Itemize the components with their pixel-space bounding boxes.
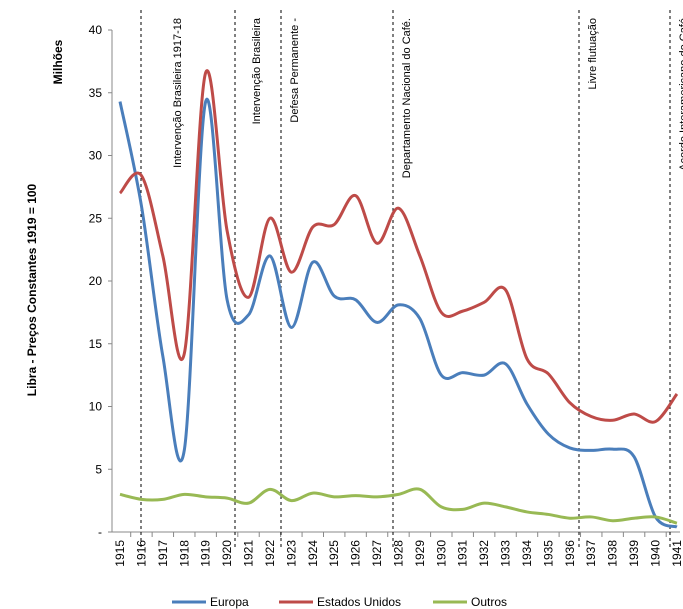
y-axis-title: Libra - Preços Constantes 1919 = 100 (25, 183, 39, 396)
x-tick-label: 1932 (477, 540, 491, 567)
legend-label: Europa (210, 595, 249, 609)
annotation: Livre flutuação (587, 18, 599, 90)
x-tick-label: 1938 (606, 540, 620, 567)
x-tick-label: 1933 (499, 540, 513, 567)
y-tick-label: 5 (95, 462, 102, 476)
y-tick-label: 15 (89, 337, 103, 351)
annotation: Departamento Nacional do Café. (401, 18, 413, 178)
x-tick-label: 1926 (349, 540, 363, 567)
y-tick-label: 40 (89, 23, 103, 37)
x-tick-label: 1927 (370, 540, 384, 567)
x-tick-label: 1919 (199, 540, 213, 567)
y-tick-label: 20 (89, 274, 103, 288)
x-tick-label: 1937 (584, 540, 598, 567)
x-tick-label: 1915 (113, 540, 127, 567)
x-tick-label: 1920 (220, 540, 234, 567)
x-tick-label: 1934 (520, 540, 534, 567)
y-tick-label: - (98, 525, 102, 539)
x-tick-label: 1936 (563, 540, 577, 567)
x-tick-label: 1929 (413, 540, 427, 567)
legend-label: Estados Unidos (317, 595, 401, 609)
y-unit: Milhões (51, 39, 65, 84)
series-line (118, 97, 678, 529)
x-tick-label: 1925 (327, 540, 341, 567)
annotation: Intervenção Brasileira (251, 17, 263, 124)
x-tick-label: 1935 (541, 540, 555, 567)
x-tick-label: 1921 (242, 540, 256, 567)
series-line (118, 69, 679, 424)
x-tick-label: 1931 (456, 540, 470, 567)
x-tick-label: 1924 (306, 540, 320, 567)
y-tick-label: 35 (89, 86, 103, 100)
y-tick-label: 10 (89, 400, 103, 414)
x-tick-label: 1917 (156, 540, 170, 567)
x-tick-label: 1930 (434, 540, 448, 567)
x-tick-label: 1928 (391, 540, 405, 567)
annotation: Defesa Permanente - (289, 18, 301, 123)
series-line (119, 487, 678, 525)
annotation: Acordo Interamericano do Café (678, 18, 683, 171)
x-tick-label: 1916 (134, 540, 148, 567)
legend-label: Outros (471, 595, 507, 609)
x-tick-label: 1941 (670, 540, 683, 567)
y-tick-label: 25 (89, 211, 103, 225)
y-tick-label: 30 (89, 149, 103, 163)
annotation: Intervenção Brasileira 1917-18 (172, 18, 184, 168)
x-tick-label: 1923 (284, 540, 298, 567)
x-tick-label: 1918 (177, 540, 191, 567)
x-tick-label: 1940 (649, 540, 663, 567)
x-tick-label: 1939 (627, 540, 641, 567)
x-tick-label: 1922 (263, 540, 277, 567)
